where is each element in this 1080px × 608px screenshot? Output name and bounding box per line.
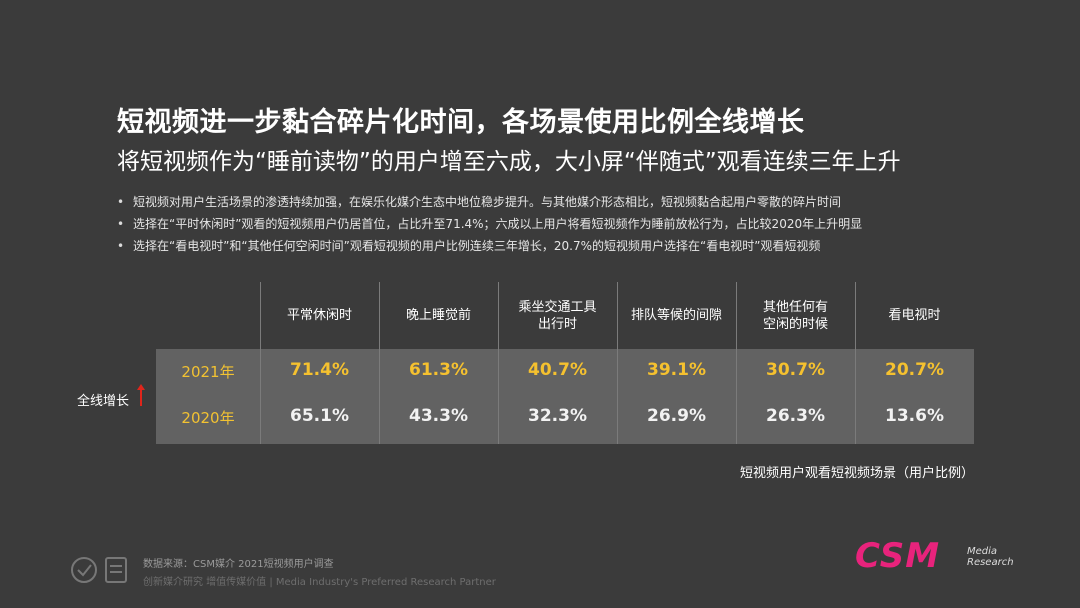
logo-sub-media: Media — [967, 546, 998, 557]
up-arrow-icon — [137, 384, 145, 406]
column-divider — [855, 282, 856, 444]
table-cell: 61.3% — [409, 360, 468, 380]
column-divider — [379, 282, 380, 444]
column-header-line: 空闲的时候 — [762, 316, 828, 332]
bullet-item: 选择在“看电视时”和“其他任何空闲时间”观看短视频的用户比例连续三年增长，20.… — [117, 238, 862, 260]
column-divider — [617, 282, 618, 444]
column-header-line: 看电视时 — [888, 308, 941, 323]
table-cell: 13.6% — [885, 406, 944, 426]
column-header: 乘坐交通工具 出行时 — [498, 282, 617, 349]
column-header: 排队等候的间隙 — [617, 282, 736, 349]
logo-subtext: Media Research — [967, 546, 1027, 568]
table-cell: 39.1% — [647, 360, 706, 380]
table-cell: 26.9% — [647, 406, 706, 426]
column-divider — [736, 282, 737, 444]
table-cell: 43.3% — [409, 406, 468, 426]
logo-sub-research: Research — [967, 557, 1014, 568]
bullet-item: 选择在“平时休闲时”观看的短视频用户仍居首位，占比升至71.4%；六成以上用户将… — [117, 216, 862, 238]
table-cell: 65.1% — [290, 406, 349, 426]
data-source: 数据来源：CSM媒介 2021短视频用户调查 — [143, 559, 334, 570]
table-cell: 71.4% — [290, 360, 349, 380]
page-title: 短视频进一步黏合碎片化时间，各场景使用比例全线增长 — [117, 107, 805, 138]
column-header-line: 平常休闲时 — [286, 308, 352, 323]
column-header: 平常休闲时 — [260, 282, 379, 349]
column-header-line: 乘坐交通工具 — [518, 299, 597, 315]
column-header-line: 晚上睡觉前 — [405, 308, 471, 323]
table-caption: 短视频用户观看短视频场景（用户比例） — [739, 466, 974, 481]
bullet-list: 短视频对用户生活场景的渗透持续加强，在娱乐化媒介生态中地位稳步提升。与其他媒介形… — [117, 194, 862, 260]
csm-logo: CSM Media Research — [855, 536, 1025, 578]
logo-text: CSM — [855, 536, 941, 576]
column-header-line: 排队等候的间隙 — [630, 308, 722, 323]
column-header: 晚上睡觉前 — [379, 282, 498, 349]
table-cell: 32.3% — [528, 406, 587, 426]
table-cell: 40.7% — [528, 360, 587, 380]
side-label: 全线增长 — [77, 394, 130, 409]
column-divider — [260, 282, 261, 444]
slogan: 创新媒介研究 增值传媒价值 | Media Industry's Preferr… — [143, 577, 496, 588]
page-subtitle: 将短视频作为“睡前读物”的用户增至六成，大小屏“伴随式”观看连续三年上升 — [117, 149, 901, 175]
column-header-line: 出行时 — [537, 316, 577, 332]
table-cell: 26.3% — [766, 406, 825, 426]
table-data-background — [156, 349, 974, 444]
row-label: 2021年 — [181, 363, 235, 381]
column-header: 看电视时 — [855, 282, 974, 349]
column-header-line: 其他任何有 — [762, 299, 828, 315]
scenario-table: 平常休闲时 晚上睡觉前 乘坐交通工具 出行时 排队等候的间隙 其他任何有 空闲的时候 看电视时… — [156, 282, 974, 444]
column-header: 其他任何有 空闲的时候 — [736, 282, 855, 349]
certification-icon — [71, 557, 127, 583]
row-label: 2020年 — [181, 409, 235, 427]
bullet-item: 短视频对用户生活场景的渗透持续加强，在娱乐化媒介生态中地位稳步提升。与其他媒介形… — [117, 194, 862, 216]
table-cell: 30.7% — [766, 360, 825, 380]
column-divider — [498, 282, 499, 444]
table-cell: 20.7% — [885, 360, 944, 380]
